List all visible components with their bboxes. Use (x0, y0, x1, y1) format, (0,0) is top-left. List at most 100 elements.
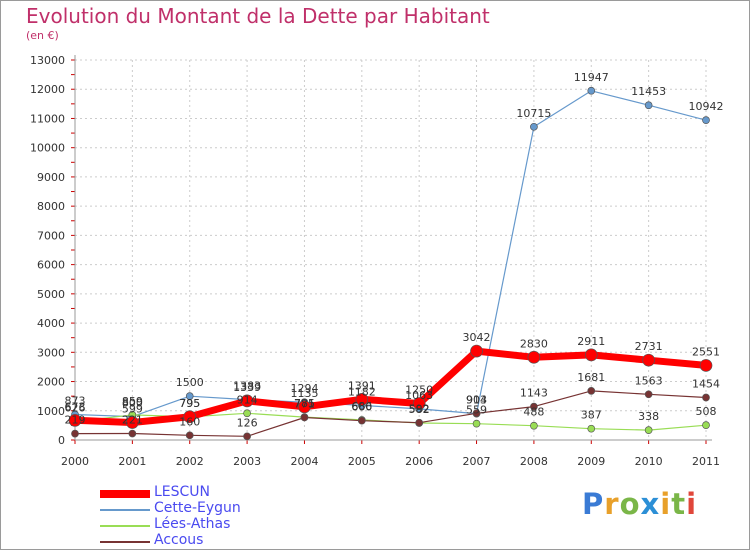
data-label: 11947 (574, 71, 609, 84)
data-label: 686 (351, 400, 372, 413)
data-point (183, 410, 197, 424)
data-label: 1454 (692, 377, 720, 390)
data-label: 2911 (577, 335, 605, 348)
data-label: 508 (696, 405, 717, 418)
series-line-1 (74, 90, 707, 418)
data-point (68, 413, 82, 427)
x-tick-label: 2006 (405, 455, 433, 468)
data-label: 221 (122, 414, 143, 427)
data-label: 914 (237, 393, 258, 406)
x-tick-label: 2001 (118, 455, 146, 468)
data-point (530, 421, 538, 430)
data-point (355, 392, 369, 406)
data-label: 873 (65, 394, 86, 407)
x-tick-label: 2007 (463, 455, 491, 468)
data-label: 3042 (463, 331, 491, 344)
brand-letter: i (660, 487, 672, 521)
data-point (530, 122, 538, 131)
data-point (584, 348, 598, 362)
chart-title: Evolution du Montant de la Dette par Hab… (26, 4, 490, 28)
legend-item: Accous (100, 532, 360, 549)
legend-swatch (100, 490, 150, 498)
data-label: 2830 (520, 337, 548, 350)
legend-label: Accous (154, 532, 204, 548)
data-point (530, 402, 538, 411)
series-points (68, 86, 713, 441)
chart-subtitle: (en €) (26, 29, 59, 42)
data-point (642, 353, 655, 367)
data-label: 1563 (635, 374, 663, 387)
data-labels: 873 800 1500 1383 1294 1182 1063 903 10715 11947 1… (65, 71, 724, 430)
legend-label: Lées-Athas (154, 516, 231, 532)
data-point (412, 397, 426, 410)
data-point (644, 101, 653, 110)
x-tick-label: 2004 (290, 455, 318, 468)
data-label: 160 (179, 415, 200, 428)
brand-letter: i (686, 487, 698, 521)
series-line-3 (74, 390, 707, 437)
x-tick-label: 2000 (61, 455, 89, 468)
legend-label: Cette-Eygun (154, 500, 241, 516)
x-tick-label: 2009 (577, 455, 605, 468)
legend-swatch (100, 509, 150, 511)
data-point (300, 413, 309, 422)
y-tick-label: 10000 (30, 142, 65, 155)
data-label: 1182 (348, 385, 376, 398)
data-point (243, 409, 251, 418)
data-point (587, 424, 596, 433)
data-label: 1250 (405, 383, 433, 396)
data-label: 1339 (233, 381, 261, 394)
data-point (71, 429, 79, 438)
data-label: 795 (179, 397, 200, 410)
y-tick-label: 9000 (37, 171, 65, 184)
x-tick-label: 2011 (692, 455, 720, 468)
y-tick-label: 11000 (30, 112, 65, 125)
y-tick-label: 8000 (37, 200, 65, 213)
axes (71, 55, 712, 444)
data-point (702, 393, 710, 402)
data-label: 599 (122, 402, 143, 415)
data-label: 1143 (520, 387, 548, 400)
data-label: 1500 (176, 376, 204, 389)
data-point (472, 409, 481, 418)
data-label: 11453 (631, 85, 666, 98)
data-point (357, 416, 366, 425)
x-tick-label: 2010 (635, 455, 663, 468)
data-point (587, 86, 596, 95)
data-point (472, 419, 481, 428)
y-tick-label: 5000 (37, 288, 65, 301)
data-label: 1391 (348, 379, 376, 392)
data-label: 10715 (516, 107, 551, 120)
x-tick-label: 2002 (176, 455, 204, 468)
data-point (702, 116, 710, 125)
data-point (185, 392, 194, 401)
data-point (240, 394, 254, 408)
data-label: 2551 (692, 345, 720, 358)
data-label: 903 (466, 394, 487, 407)
data-point (298, 400, 311, 414)
x-tick-label: 2008 (520, 455, 548, 468)
y-tick-label: 2000 (37, 376, 65, 389)
data-label: 338 (638, 410, 659, 423)
y-tick-label: 3000 (37, 346, 65, 359)
data-label: 126 (237, 416, 258, 429)
x-tick-label: 2005 (348, 455, 376, 468)
legend-item: LESCUN (100, 484, 360, 501)
legend-swatch (100, 525, 150, 527)
y-tick-label: 6000 (37, 259, 65, 272)
data-label: 2731 (635, 340, 663, 353)
data-label: 1294 (290, 382, 318, 395)
legend-swatch (100, 541, 150, 543)
data-label: 771 (294, 397, 315, 410)
legend-item: Cette-Eygun (100, 500, 360, 517)
data-label: 660 (351, 401, 372, 414)
series-line-0 (74, 347, 707, 426)
data-point (702, 421, 710, 430)
data-point (128, 429, 137, 438)
data-label: 1383 (233, 380, 261, 393)
brand-letter: P (582, 487, 605, 521)
data-label: 1681 (577, 371, 605, 384)
data-label: 219 (65, 414, 86, 427)
